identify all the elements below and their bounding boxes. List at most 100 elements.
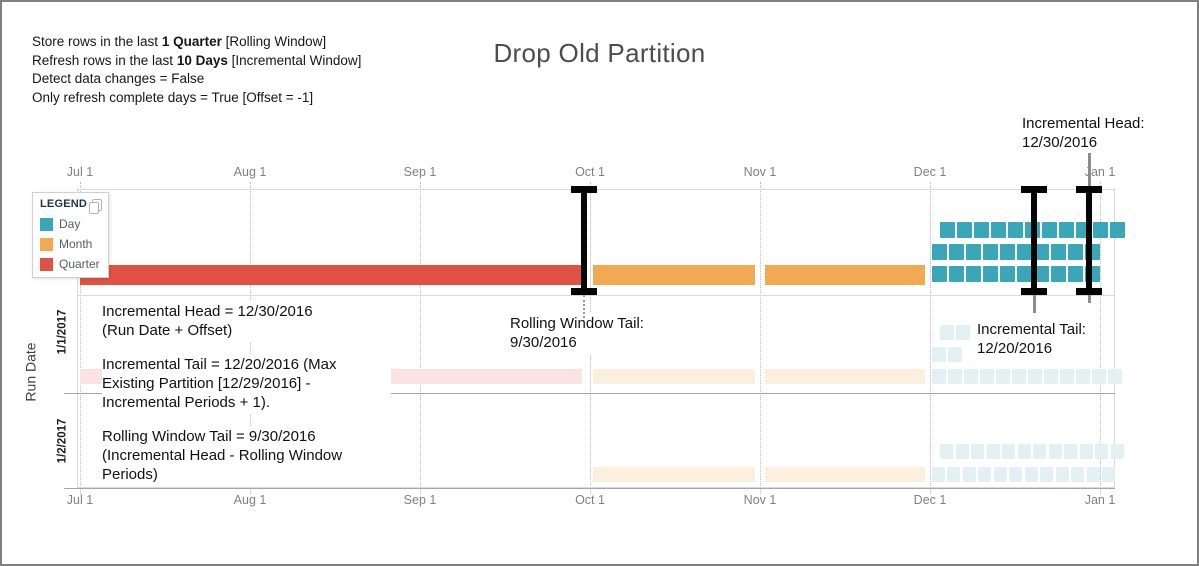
day-partition-cell [1033, 244, 1049, 260]
run-date-label-1-1-2017: 1/1/2017 [56, 309, 69, 355]
month-gridline [760, 182, 761, 494]
rolling-window-tail-callout: Rolling Window Tail: 9/30/2016 [510, 313, 647, 354]
legend-title-row: LEGEND [40, 198, 102, 214]
incremental-tail-pointer-line [1033, 295, 1037, 313]
day-partition-cell [940, 444, 954, 459]
month-bar [593, 369, 755, 384]
day-partition-cell [947, 467, 961, 482]
incremental-tail-marker-top-serif [1021, 186, 1048, 193]
day-partition-cell [1008, 222, 1024, 238]
run-date-label-1-2-2017: 1/2/2017 [56, 418, 69, 464]
page-title: Drop Old Partition [493, 38, 706, 68]
rolling-window-tail-marker-bottom-serif [571, 288, 598, 295]
month-bar [765, 467, 925, 482]
day-partition-cell [1107, 369, 1122, 384]
legend-items: Day Month Quarter [40, 217, 102, 271]
incremental-head-pointer-line [1087, 295, 1091, 303]
callout-date: 9/30/2016 [510, 334, 577, 351]
y-axis-title: Run Date [22, 342, 39, 402]
day-partition-cell [931, 467, 945, 482]
copy-pages-icon[interactable] [89, 199, 102, 214]
incremental-tail-callout: Incremental Tail: 12/20/2016 [977, 319, 1089, 360]
x-axis-label: Sep 1 [403, 493, 437, 507]
incremental-head-marker-bottom-serif [1075, 288, 1102, 295]
day-partition-cell [979, 369, 994, 384]
day-partition-cell [965, 266, 981, 282]
day-partition-cell [1040, 467, 1054, 482]
x-axis-label: Oct 1 [575, 165, 605, 179]
day-partition-cell [1033, 266, 1049, 282]
x-axis-label: Sep 1 [403, 165, 437, 179]
day-partition-cell [962, 467, 976, 482]
callout-date: 12/20/2016 [977, 340, 1053, 357]
x-axis-label: Aug 1 [233, 165, 267, 179]
day-partition-cell [974, 222, 990, 238]
month-gridline [1100, 182, 1101, 494]
day-partition-cell [1009, 467, 1023, 482]
month-gridline [930, 182, 931, 494]
note-line: Rolling Window Tail = 9/30/2016 [102, 428, 316, 445]
day-partition-cell [948, 244, 964, 260]
config-line-incremental-window: Refresh rows in the last 10 Days [Increm… [32, 52, 361, 71]
day-partition-cell [940, 222, 956, 238]
day-partition-cell [1011, 369, 1026, 384]
day-partition-cell [1027, 369, 1042, 384]
row-separator-line [64, 393, 1115, 394]
legend-item-month[interactable]: Month [40, 237, 102, 251]
day-swatch [40, 217, 53, 231]
month-bar [593, 467, 755, 482]
month-bar [765, 265, 925, 285]
month-gridline [80, 182, 81, 494]
day-partition-cell [1071, 467, 1085, 482]
x-axis-line [64, 488, 1115, 489]
x-axis-label: Dec 1 [913, 165, 947, 179]
day-partition-cell [931, 266, 947, 282]
config-bold: 10 Days [176, 52, 228, 68]
day-partition-cell [1033, 444, 1047, 459]
day-partition-cell [1048, 444, 1062, 459]
config-bold: 1 Quarter [161, 34, 222, 49]
note-line: Existing Partition [12/29/2016] - [102, 375, 311, 392]
day-partition-cell [1024, 467, 1038, 482]
note-line: Incremental Tail = 12/20/2016 (Max [102, 356, 337, 373]
config-text-block: Store rows in the last 1 Quarter [Rollin… [32, 33, 361, 107]
day-partition-cell [1043, 369, 1058, 384]
day-partition-cell [986, 444, 1000, 459]
config-text: Refresh rows in the last [32, 52, 177, 68]
incremental-head-note: Incremental Head = 12/30/2016 (Run Date … [102, 301, 373, 342]
legend-item-day[interactable]: Day [40, 217, 102, 231]
x-axis-label: Oct 1 [575, 493, 605, 507]
month-gridline [420, 182, 421, 494]
incremental-tail-marker-bottom-serif [1021, 288, 1048, 295]
note-line: (Run Date + Offset) [102, 322, 233, 339]
quarter-swatch [40, 257, 53, 271]
day-partition-cell [1002, 444, 1016, 459]
legend-item-quarter[interactable]: Quarter [40, 257, 102, 271]
config-text: Detect data changes = False [32, 71, 205, 86]
day-partition-cell [948, 266, 964, 282]
config-line-rolling-window: Store rows in the last 1 Quarter [Rollin… [32, 33, 361, 52]
note-line: (Incremental Head - Rolling Window [102, 447, 343, 464]
day-partition-cell [1067, 244, 1083, 260]
day-partition-cell [999, 266, 1015, 282]
day-partition-cell [1059, 369, 1074, 384]
config-text: [Incremental Window] [227, 52, 362, 68]
day-partition-cell [947, 347, 962, 362]
day-partition-cell [956, 325, 971, 340]
day-partition-cell [1086, 467, 1100, 482]
rolling-window-tail-marker [581, 186, 588, 295]
note-line: Periods) [102, 466, 158, 483]
incremental-head-marker [1085, 186, 1092, 295]
day-partition-cell [1095, 444, 1109, 459]
day-partition-cell [978, 467, 992, 482]
day-partition-cell [1016, 266, 1032, 282]
day-partition-cell [1050, 244, 1066, 260]
band-separator-line [77, 295, 1115, 296]
note-line: Incremental Periods + 1). [102, 394, 270, 411]
x-axis-label: Jan 1 [1084, 493, 1116, 507]
config-text: [Rolling Window] [221, 34, 327, 49]
day-partition-cell [971, 444, 985, 459]
day-partition-cell [1059, 222, 1075, 238]
callout-title: Incremental Tail: [977, 321, 1086, 338]
day-partition-cell [1075, 369, 1090, 384]
